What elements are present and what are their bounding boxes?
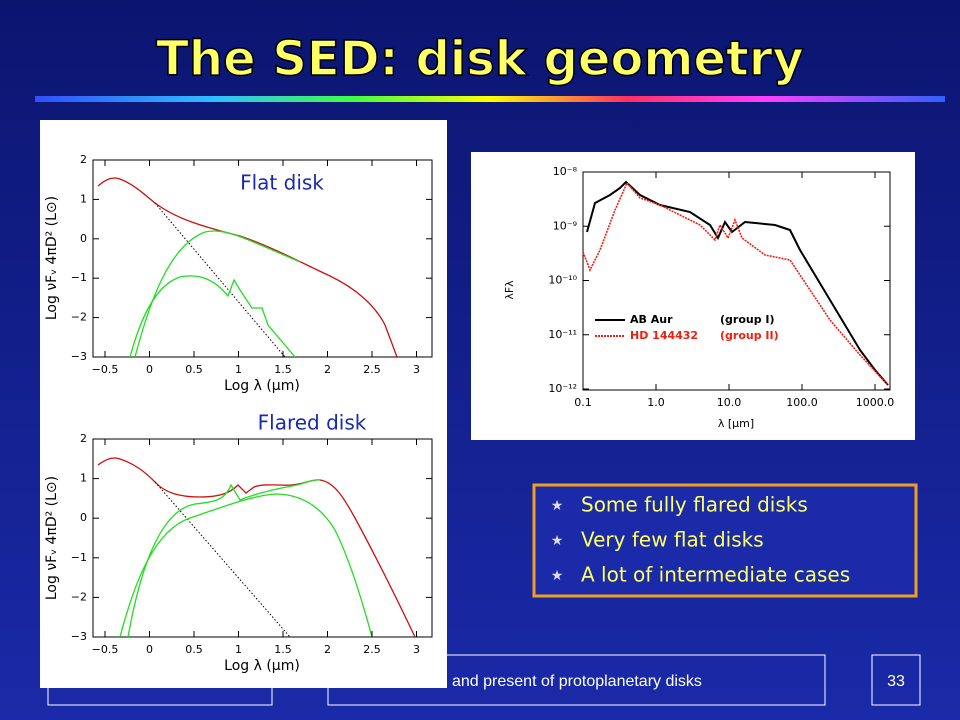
x-axis-label: Log λ (μm) — [224, 378, 300, 394]
x-tick-label: 1 — [235, 643, 242, 656]
y-axis-label: Log νFᵥ 4πD² (L⊙) — [44, 196, 60, 320]
y-tick-label: 1 — [80, 192, 87, 205]
x-tick-label: 1.0 — [647, 396, 665, 409]
model-curve — [129, 275, 296, 358]
bullet-star: ★ — [551, 568, 564, 584]
x-tick-label: 1.5 — [274, 643, 292, 656]
legend-name: HD 144432 — [630, 329, 698, 342]
sed-curve — [582, 181, 889, 386]
bullet-text: Some fully flared disks — [581, 493, 808, 517]
y-tick-label: −2 — [71, 590, 87, 603]
x-tick-label: −0.5 — [92, 643, 119, 656]
plot-label: Flat disk — [240, 171, 324, 195]
legend-group: (group I) — [720, 313, 775, 326]
model-curve — [119, 493, 373, 638]
bullet-list: ★ Some fully flared disks ★ Very few flat d… — [551, 493, 850, 587]
x-axis-label: λ [μm] — [718, 417, 754, 430]
sed-curve — [586, 180, 889, 386]
y-tick-label: 10⁻⁸ — [553, 165, 578, 178]
y-tick-label: −2 — [71, 311, 87, 324]
slide-title: The SED: disk geometry — [156, 31, 804, 87]
plot-frame — [92, 438, 433, 638]
stellar-curve — [154, 481, 291, 638]
y-axis-label: Log νFᵥ 4πD² (L⊙) — [44, 476, 60, 600]
x-tick-label: 3 — [413, 643, 420, 656]
bullet-star: ★ — [551, 533, 564, 549]
x-tick-label: 10.0 — [717, 396, 742, 409]
y-tick-label: 2 — [80, 432, 87, 445]
y-tick-label: 10⁻¹⁰ — [548, 274, 577, 287]
plot-frame — [92, 159, 433, 358]
legend-group: (group II) — [720, 329, 779, 342]
x-tick-label: 0.5 — [185, 643, 203, 656]
footer-text: and present of protoplanetary disks — [452, 673, 702, 690]
x-tick-label: −0.5 — [92, 363, 119, 376]
model-curve — [127, 479, 321, 638]
y-tick-label: −1 — [71, 271, 87, 284]
y-tick-label: 1 — [80, 472, 87, 485]
model-curve — [134, 230, 301, 358]
y-tick-label: −1 — [71, 551, 87, 564]
x-tick-label: 3 — [413, 363, 420, 376]
x-tick-label: 0.5 — [185, 363, 203, 376]
x-tick-label: 1 — [235, 363, 242, 376]
x-tick-label: 100.0 — [786, 396, 818, 409]
y-tick-label: −3 — [71, 350, 87, 363]
x-axis-label: Log λ (μm) — [224, 658, 300, 674]
x-tick-label: 2 — [324, 363, 331, 376]
model-curve — [97, 177, 398, 358]
y-axis-label: λFλ — [503, 280, 516, 300]
page-number: 33 — [887, 673, 905, 690]
bullet-star: ★ — [551, 498, 564, 514]
plot-label: Flared disk — [258, 411, 367, 435]
x-tick-label: 2.5 — [363, 643, 381, 656]
bullet-text: A lot of intermediate cases — [581, 563, 850, 587]
y-tick-label: 10⁻⁹ — [553, 219, 577, 232]
right-figure — [471, 152, 915, 440]
x-tick-label: 2 — [324, 643, 331, 656]
y-tick-label: 10⁻¹¹ — [548, 328, 577, 341]
legend-name: AB Aur — [630, 313, 673, 326]
x-tick-label: 0 — [146, 363, 153, 376]
x-tick-label: 1000.0 — [856, 396, 895, 409]
bullet-box — [532, 483, 918, 598]
y-tick-label: 0 — [80, 511, 87, 524]
x-tick-label: 1.5 — [274, 363, 292, 376]
y-tick-label: −3 — [71, 630, 87, 643]
rainbow-bar — [35, 96, 945, 102]
left-figure — [40, 120, 447, 688]
model-curve — [97, 457, 416, 638]
y-tick-label: 0 — [80, 232, 87, 245]
x-tick-label: 0 — [146, 643, 153, 656]
footer-page-box — [871, 654, 921, 706]
y-tick-label: 10⁻¹² — [548, 382, 577, 395]
x-tick-label: 2.5 — [363, 363, 381, 376]
y-tick-label: 2 — [80, 153, 87, 166]
x-tick-label: 0.1 — [574, 396, 592, 409]
bullet-text: Very few flat disks — [581, 528, 764, 552]
